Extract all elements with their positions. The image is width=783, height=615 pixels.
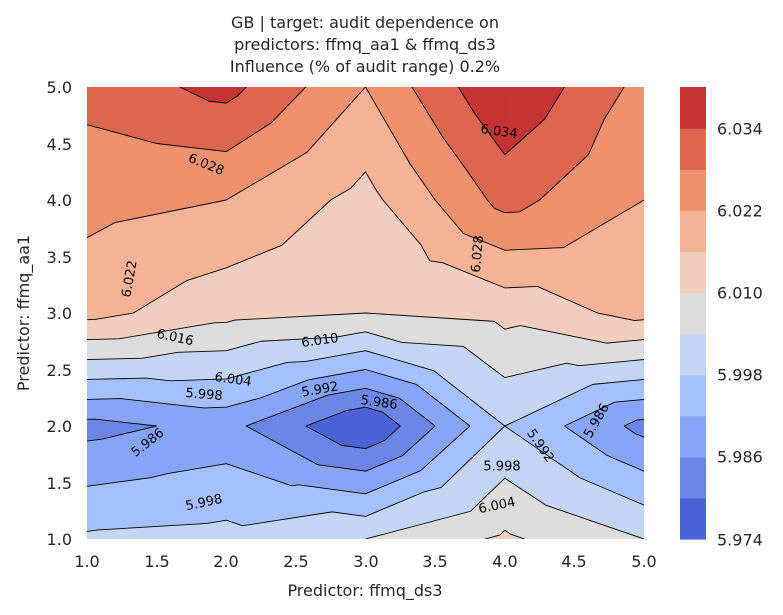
x-tick-label: 5.0 bbox=[631, 552, 656, 571]
y-tick-label: 2.0 bbox=[47, 417, 72, 436]
colorbar-segment bbox=[680, 210, 706, 252]
y-tick-label: 2.5 bbox=[47, 361, 72, 380]
contour-label-5992-mid: 5.992 bbox=[300, 379, 339, 400]
colorbar-segment bbox=[680, 87, 706, 129]
colorbar-segment bbox=[680, 251, 706, 294]
contour-label-5986-mid: 5.986 bbox=[360, 393, 399, 413]
chart-title-line-1: GB | target: audit dependence on bbox=[231, 13, 499, 32]
x-tick-label: 4.5 bbox=[561, 552, 586, 571]
colorbar-segment bbox=[680, 497, 706, 540]
colorbar-tick-label: 5.998 bbox=[717, 366, 763, 385]
colorbar-tick-label: 5.986 bbox=[717, 448, 763, 467]
y-tick-label: 3.0 bbox=[47, 304, 72, 323]
colorbar-segment bbox=[680, 374, 706, 417]
y-tick-label: 1.5 bbox=[47, 474, 72, 493]
x-tick-label: 2.5 bbox=[283, 552, 308, 571]
x-tick-label: 1.0 bbox=[74, 552, 99, 571]
chart-title-line-3: Influence (% of audit range) 0.2% bbox=[230, 57, 500, 76]
colorbar-ticks: 5.974 5.986 5.998 6.010 6.022 6.034 bbox=[717, 120, 763, 550]
x-tick-label: 4.0 bbox=[492, 552, 517, 571]
colorbar bbox=[680, 87, 706, 540]
contour-line bbox=[87, 171, 644, 321]
colorbar-tick-label: 6.010 bbox=[717, 284, 763, 303]
x-tick-label: 1.5 bbox=[144, 552, 169, 571]
y-tick-label: 5.0 bbox=[47, 78, 72, 97]
contour-line bbox=[87, 331, 644, 539]
colorbar-segment bbox=[680, 128, 706, 170]
contour-label-6022-left: 6.022 bbox=[119, 259, 140, 298]
colorbar-tick-label: 6.034 bbox=[717, 120, 763, 139]
contour-label-6010: 6.010 bbox=[301, 331, 340, 351]
x-axis-label: Predictor: ffmq_ds3 bbox=[287, 581, 442, 601]
x-tick-label: 3.5 bbox=[422, 552, 447, 571]
contour-line bbox=[305, 406, 401, 450]
y-tick-label: 4.5 bbox=[47, 135, 72, 154]
x-axis-ticks: 1.0 1.5 2.0 2.5 3.0 3.5 4.0 4.5 5.0 bbox=[74, 552, 656, 571]
contour-label-6004-mid: 6.004 bbox=[214, 370, 253, 390]
colorbar-segment bbox=[680, 169, 706, 211]
y-tick-label: 3.5 bbox=[47, 248, 72, 267]
plot-area bbox=[87, 87, 644, 539]
contour-label-6034: 6.034 bbox=[480, 122, 519, 142]
contour-line bbox=[87, 387, 644, 472]
colorbar-segment bbox=[680, 333, 706, 376]
x-tick-label: 2.0 bbox=[213, 552, 238, 571]
contour-line bbox=[87, 87, 625, 214]
colorbar-segment bbox=[680, 415, 706, 458]
x-tick-label: 3.0 bbox=[353, 552, 378, 571]
contour-line bbox=[87, 369, 644, 495]
y-axis-ticks: 1.0 1.5 2.0 2.5 3.0 3.5 4.0 4.5 5.0 bbox=[47, 78, 72, 549]
y-tick-label: 1.0 bbox=[47, 530, 72, 549]
contour-line bbox=[87, 312, 644, 539]
contour-label-5998-mid: 5.998 bbox=[185, 386, 223, 404]
colorbar-tick-label: 5.974 bbox=[717, 531, 763, 550]
colorbar-tick-label: 6.022 bbox=[717, 202, 763, 221]
y-tick-label: 4.0 bbox=[47, 191, 72, 210]
contour-line bbox=[87, 87, 644, 251]
chart-title-line-2: predictors: ffmq_aa1 & ffmq_ds3 bbox=[234, 35, 496, 55]
colorbar-segment bbox=[680, 292, 706, 335]
contour-label-5998-right: 5.998 bbox=[483, 460, 520, 475]
y-axis-label: Predictor: ffmq_aa1 bbox=[14, 235, 34, 391]
contour-line bbox=[87, 350, 644, 532]
contour-line-layer bbox=[87, 87, 644, 539]
colorbar-segment bbox=[680, 456, 706, 499]
contour-label-6028-right: 6.028 bbox=[469, 235, 487, 273]
contour-line bbox=[179, 87, 565, 156]
